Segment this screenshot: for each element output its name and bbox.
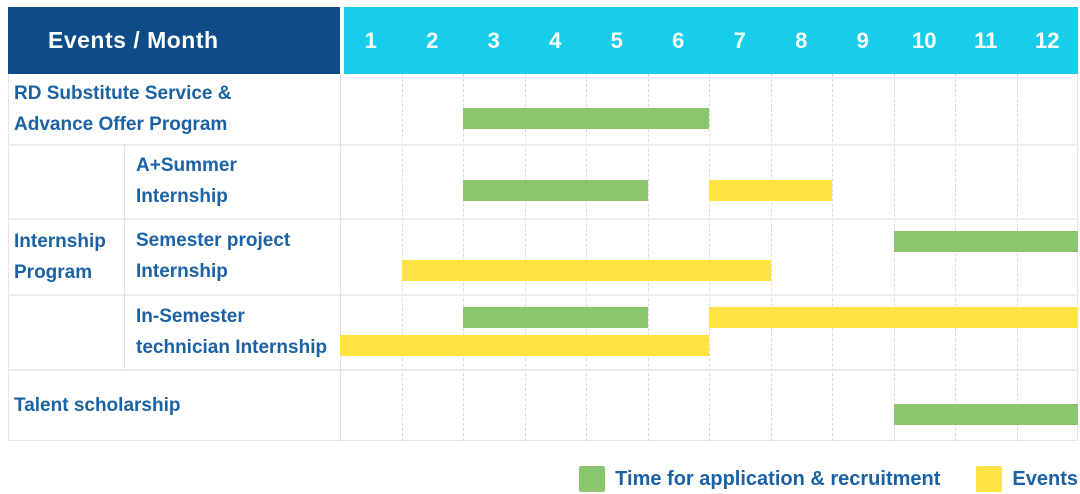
month-header-3: 3: [487, 27, 500, 53]
month-gridline: [770, 74, 772, 441]
row-label-line: Program: [14, 261, 93, 283]
row-label-in-semester-technician-internship: In-Semester technician Internship: [136, 294, 340, 369]
row-label-talent-scholarship: Talent scholarship: [14, 369, 340, 441]
bar-event-m2-m7: [401, 260, 771, 281]
bar-application-m10-m12: [893, 403, 1078, 425]
legend-label-event: Events: [1012, 467, 1078, 490]
row-label-line: In-Semester: [136, 305, 245, 327]
month-header-band: 1 2 3 4 5 6 7 8 9 10 11 12: [344, 7, 1078, 74]
legend-label-application: Time for application & recruitment: [615, 467, 941, 490]
row-label-semester-project-internship: Semester project Internship: [136, 218, 340, 294]
label-column-divider: [340, 74, 341, 441]
events-month-table: Events / Month 1 2 3 4 5 6 7 8 9 10 11 12 RD Substi…: [8, 7, 1078, 492]
row-label-line: Internship: [136, 261, 228, 282]
month-gridline: [955, 74, 956, 441]
row-label-line: A+Summer: [136, 155, 237, 176]
month-header-9: 9: [856, 27, 869, 53]
bar-event-m7-m8: [709, 179, 832, 201]
row-label-line: Talent scholarship: [14, 394, 181, 416]
row-divider: [8, 294, 1078, 296]
table-body: [8, 74, 1078, 441]
month-gridline: [647, 74, 649, 441]
legend: Time for application & recruitment Events: [8, 465, 1078, 493]
row-label-line: Semester project: [136, 230, 291, 251]
row-divider: [8, 144, 1078, 146]
bar-event-m1-m6: [340, 335, 709, 356]
month-gridline: [1016, 74, 1018, 441]
row-label-line: RD Substitute Service &: [14, 83, 232, 104]
month-header-row: 1 2 3 4 5 6 7 8 9 10 11 12: [340, 7, 1078, 74]
month-header-4: 4: [549, 27, 562, 53]
row-label-line: Advance Offer Program: [14, 114, 228, 135]
row-label-a-summer-internship: A+Summer Internship: [136, 144, 340, 218]
month-gridline: [832, 74, 833, 441]
row-label-internship-program-group: Internship Program: [14, 144, 124, 369]
legend-swatch-event: [976, 466, 1003, 492]
row-label-rd-substitute-service-advance-offer-program: RD Substitute Service & Advance Offer Pro…: [14, 74, 340, 144]
row-label-line: Internship: [136, 186, 228, 207]
month-header-12: 12: [1035, 27, 1060, 53]
group-column-divider: [124, 144, 125, 369]
month-header-2: 2: [426, 27, 439, 53]
month-header-5: 5: [610, 27, 623, 53]
month-gridline: [893, 74, 895, 441]
month-header-8: 8: [795, 27, 808, 53]
bar-application-m10-m12: [893, 231, 1078, 252]
month-header-7: 7: [733, 27, 746, 53]
row-label-line: Internship: [14, 230, 106, 252]
table-title: Events / Month: [48, 27, 219, 53]
row-label-line: technician Internship: [136, 336, 328, 358]
month-gridline: [709, 74, 710, 441]
month-header-6: 6: [672, 27, 685, 53]
month-gridline: [524, 74, 526, 441]
bar-event-m7-m12: [709, 307, 1078, 328]
month-header-1: 1: [364, 27, 377, 53]
table-corner-header: Events / Month: [8, 7, 340, 74]
bar-application-m3-m5: [463, 179, 648, 201]
bar-application-m3-m5: [463, 307, 648, 328]
month-gridline: [586, 74, 587, 441]
legend-swatch-application: [579, 466, 606, 492]
row-divider: [8, 218, 1078, 220]
month-gridline: [463, 74, 464, 441]
month-header-11: 11: [974, 27, 998, 53]
bar-application-m3-m6: [463, 107, 709, 129]
month-gridline: [401, 74, 403, 441]
month-header-10: 10: [912, 27, 937, 53]
row-divider: [8, 369, 1078, 371]
